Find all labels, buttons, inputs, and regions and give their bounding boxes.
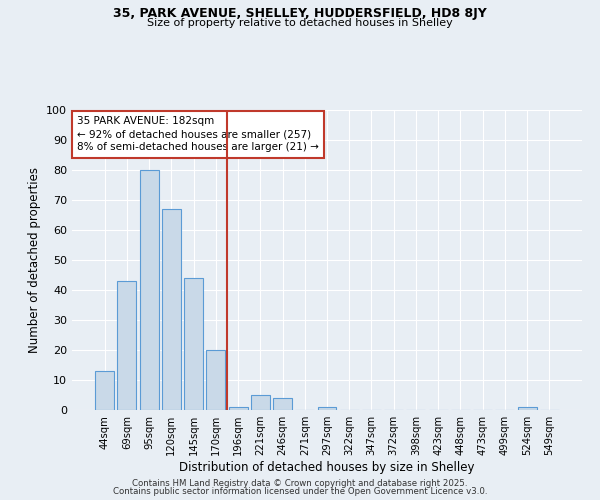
- Bar: [273, 398, 292, 410]
- Text: 35, PARK AVENUE, SHELLEY, HUDDERSFIELD, HD8 8JY: 35, PARK AVENUE, SHELLEY, HUDDERSFIELD, …: [113, 8, 487, 20]
- X-axis label: Distribution of detached houses by size in Shelley: Distribution of detached houses by size …: [179, 461, 475, 474]
- Bar: [229, 407, 248, 410]
- Bar: [206, 350, 225, 410]
- Text: Size of property relative to detached houses in Shelley: Size of property relative to detached ho…: [147, 18, 453, 28]
- Bar: [95, 371, 114, 410]
- Bar: [317, 407, 337, 410]
- Text: Contains public sector information licensed under the Open Government Licence v3: Contains public sector information licen…: [113, 487, 487, 496]
- Bar: [118, 281, 136, 410]
- Text: Contains HM Land Registry data © Crown copyright and database right 2025.: Contains HM Land Registry data © Crown c…: [132, 478, 468, 488]
- Bar: [518, 407, 536, 410]
- Bar: [162, 209, 181, 410]
- Bar: [184, 278, 203, 410]
- Y-axis label: Number of detached properties: Number of detached properties: [28, 167, 41, 353]
- Bar: [251, 395, 270, 410]
- Bar: [140, 170, 158, 410]
- Text: 35 PARK AVENUE: 182sqm
← 92% of detached houses are smaller (257)
8% of semi-det: 35 PARK AVENUE: 182sqm ← 92% of detached…: [77, 116, 319, 152]
